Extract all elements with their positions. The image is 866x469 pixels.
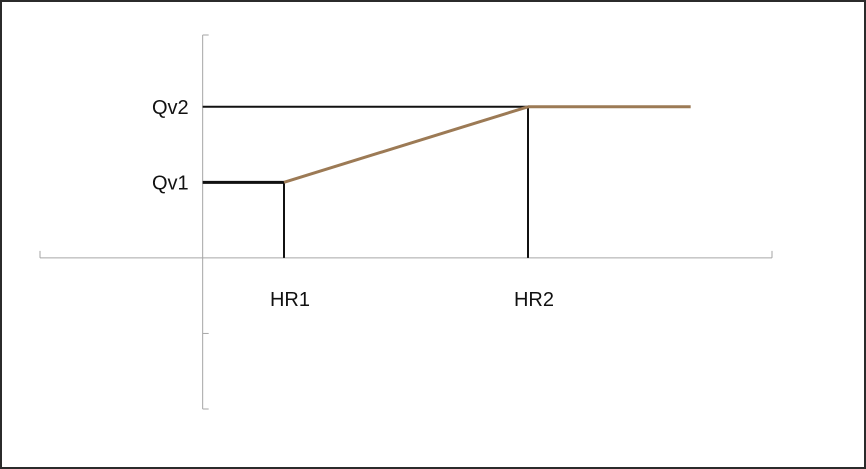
series-0-segment-2 [283,105,529,184]
axes [39,34,773,410]
series [202,105,691,184]
tick-labels: Qv1 Qv2 HR1 HR2 [152,97,554,311]
reference-lines [202,105,529,258]
y-tick-label-1: Qv1 [152,172,189,194]
x-tick-label-1: HR1 [270,289,310,311]
x-tick-label-2: HR2 [514,289,554,311]
y-tick-label-2: Qv2 [152,97,189,119]
